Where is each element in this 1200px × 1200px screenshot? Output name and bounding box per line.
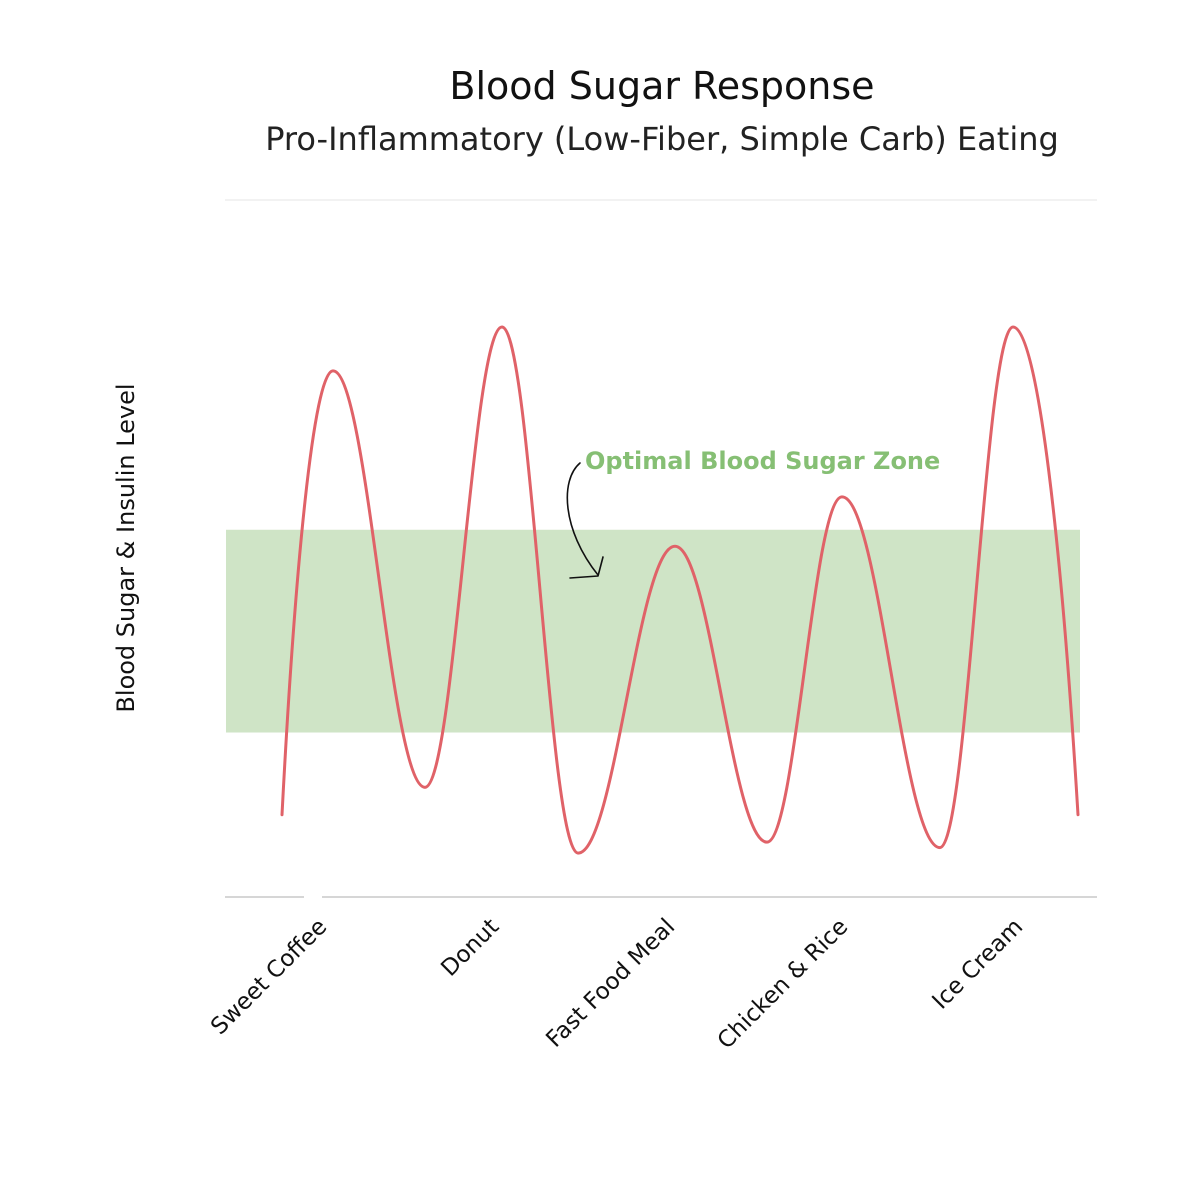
optimal-zone-band xyxy=(226,529,1080,733)
x-tick-label: Sweet Coffee xyxy=(206,914,332,1040)
chart-subtitle: Pro-Inflammatory (Low-Fiber, Simple Carb… xyxy=(265,120,1059,158)
blood-sugar-line xyxy=(280,325,1080,855)
x-tick-label: Fast Food Meal xyxy=(541,914,680,1053)
annotation-arrowhead xyxy=(569,556,604,579)
x-tick-label: Donut xyxy=(436,914,504,982)
y-axis-label: Blood Sugar & Insulin Level xyxy=(112,383,140,712)
x-tick-label: Chicken & Rice xyxy=(713,914,853,1054)
x-tick-label: Ice Cream xyxy=(927,914,1028,1015)
optimal-zone-label: Optimal Blood Sugar Zone xyxy=(585,447,940,475)
x-tick-labels: Sweet Coffee Donut Fast Food Meal Chicken &… xyxy=(206,914,1028,1054)
annotation-arrow xyxy=(566,462,599,576)
chart-title: Blood Sugar Response xyxy=(449,64,875,108)
